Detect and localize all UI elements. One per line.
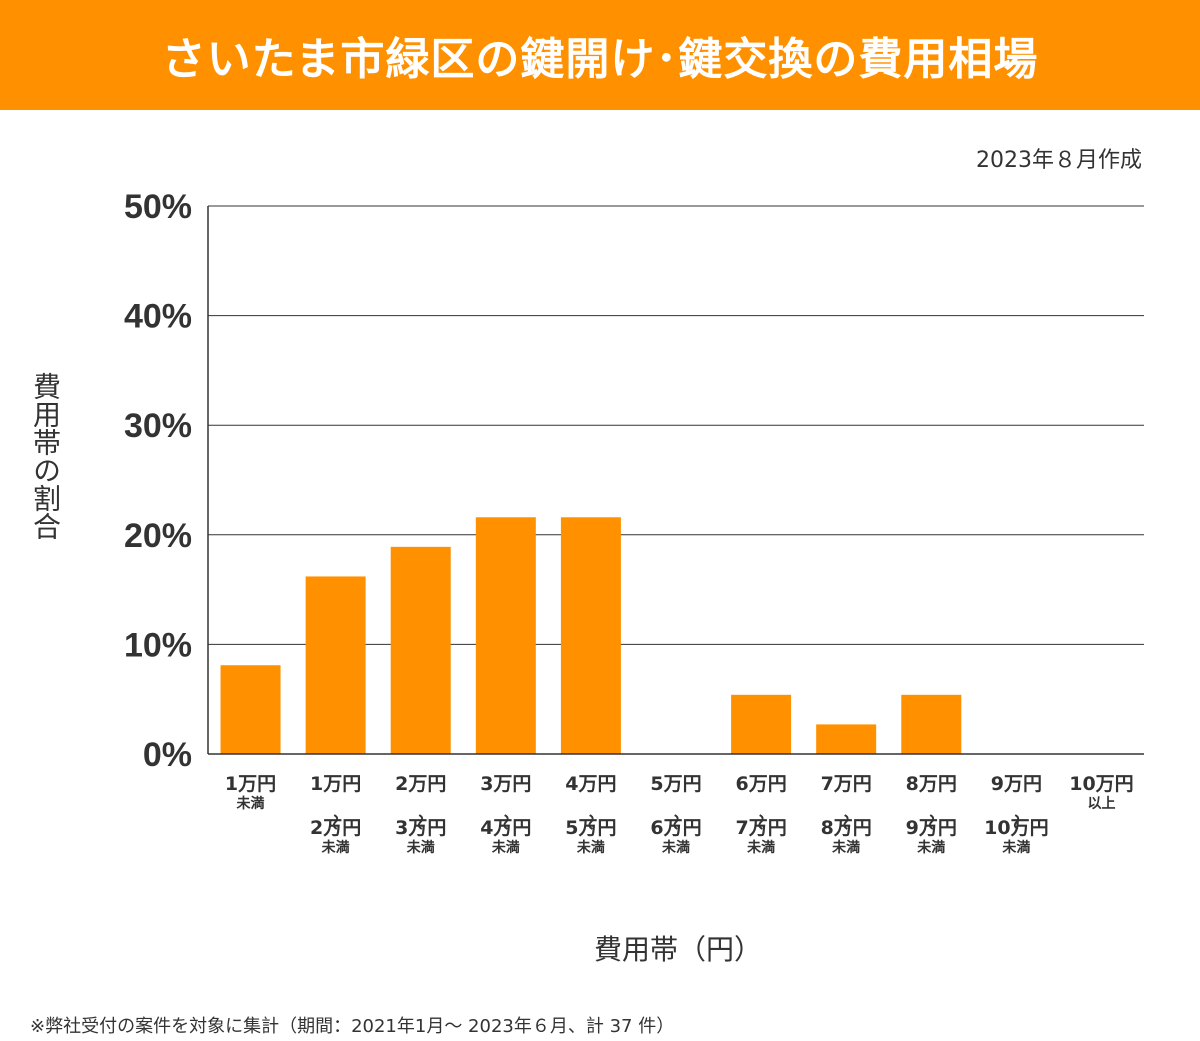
x-tick-label: 未満 — [662, 839, 690, 856]
bar — [901, 694, 962, 754]
x-tick-label: 1万円 — [310, 773, 361, 795]
y-tick-label: 40% — [124, 298, 192, 336]
y-tick-label: 30% — [124, 407, 192, 445]
x-tick-label: 未満 — [322, 839, 350, 856]
x-tick-label: 〜 — [1006, 814, 1025, 830]
x-tick-label: 〜 — [411, 814, 430, 830]
x-tick-label: 〜 — [581, 814, 600, 830]
x-tick-label: 以上 — [1087, 796, 1115, 812]
bar — [390, 546, 451, 754]
footnote: ※弊社受付の案件を対象に集計（期間：2021年1月～ 2023年６月、計 37 … — [30, 1016, 675, 1037]
x-tick-label: 4万円 — [480, 817, 531, 839]
bar — [560, 517, 621, 754]
x-tick-label: 未満 — [407, 839, 435, 856]
x-tick-label: 〜 — [836, 814, 855, 830]
bar — [305, 576, 366, 754]
x-tick-label: 〜 — [326, 814, 345, 830]
x-tick-label: 未満 — [1002, 839, 1030, 856]
x-tick-label: 10万円 — [1069, 773, 1133, 795]
x-tick-label: 未満 — [577, 839, 605, 856]
x-tick-label: 2万円 — [310, 817, 361, 839]
x-axis-label: 費用帯（円） — [593, 933, 762, 966]
x-tick-label: 10万円 — [984, 817, 1048, 839]
x-tick-label: 6万円 — [735, 773, 786, 795]
x-tick-label: 〜 — [751, 814, 770, 830]
x-tick-label: 〜 — [921, 814, 940, 830]
y-tick-label: 20% — [124, 517, 192, 555]
y-axis-label: 費用帯の割合 — [29, 372, 62, 540]
x-tick-label: 9万円 — [991, 773, 1042, 795]
x-tick-label: 未満 — [237, 795, 265, 812]
title-bar: さいたま市緑区の鍵開け･鍵交換の費用相場 — [0, 0, 1200, 110]
x-tick-label: 9万円 — [906, 817, 957, 839]
x-tick-label: 未満 — [747, 839, 775, 856]
x-tick-label: 〜 — [666, 814, 685, 830]
x-tick-label: 〜 — [496, 814, 515, 830]
x-tick-label: 4万円 — [565, 773, 616, 795]
created-date: 2023年８月作成 — [976, 148, 1142, 173]
x-tick-label: 3万円 — [395, 817, 446, 839]
bar — [475, 517, 536, 754]
x-tick-label: 6万円 — [650, 817, 701, 839]
x-tick-label: 7万円 — [735, 817, 786, 839]
x-tick-label: 8万円 — [821, 817, 872, 839]
bar — [816, 724, 877, 754]
bar — [220, 665, 281, 754]
y-tick-label: 50% — [124, 188, 192, 226]
x-tick-label: 1万円 — [225, 773, 276, 795]
bar — [731, 694, 792, 754]
x-tick-label: 未満 — [492, 839, 520, 856]
page-title: さいたま市緑区の鍵開け･鍵交換の費用相場 — [161, 34, 1039, 85]
x-tick-label: 8万円 — [906, 773, 957, 795]
x-tick-label: 5万円 — [650, 773, 701, 795]
x-tick-label: 未満 — [917, 839, 945, 856]
x-tick-label: 3万円 — [480, 773, 531, 795]
x-tick-label: 7万円 — [821, 773, 872, 795]
x-tick-label: 5万円 — [565, 817, 616, 839]
y-tick-label: 10% — [124, 626, 192, 664]
x-tick-label: 未満 — [832, 839, 860, 856]
x-tick-label: 2万円 — [395, 773, 446, 795]
y-tick-label: 0% — [143, 736, 192, 774]
